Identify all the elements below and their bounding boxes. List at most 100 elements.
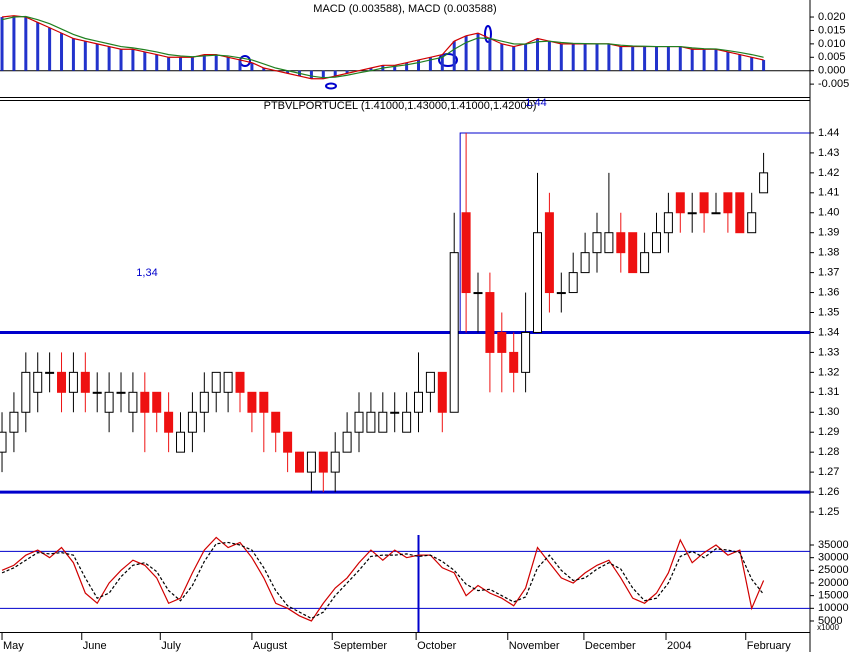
histogram-bar — [654, 46, 658, 71]
candle-body — [152, 391, 162, 413]
annotation: 1,34 — [136, 267, 157, 279]
y-tick-label: 0.010 — [818, 38, 846, 50]
y-tick-label: 0.005 — [818, 51, 846, 63]
y-tick-label: 0.000 — [818, 65, 846, 77]
histogram-bar — [643, 46, 647, 71]
histogram-bar — [500, 43, 504, 71]
candle-body — [663, 212, 673, 234]
histogram-bar — [714, 49, 718, 71]
histogram-bar — [48, 27, 52, 71]
histogram-bar — [0, 17, 4, 71]
histogram-bar — [12, 15, 16, 71]
histogram-bar — [417, 59, 421, 71]
candle-body — [199, 391, 209, 413]
candle-body — [164, 411, 174, 433]
annotation: 1.44 — [525, 97, 546, 109]
candle-body — [235, 371, 245, 393]
histogram-bar — [547, 41, 551, 71]
candle-body — [640, 252, 650, 274]
highlight — [484, 25, 492, 43]
candle-body — [723, 192, 733, 214]
candle-body — [33, 371, 43, 393]
y-tick-label: 1.39 — [818, 227, 839, 239]
candle-body — [378, 411, 388, 433]
candle-body — [604, 232, 614, 254]
candle-body — [735, 192, 745, 234]
y-tick-label: 25000 — [818, 564, 849, 576]
histogram-bar — [571, 43, 575, 71]
y-tick-label: 1.32 — [818, 366, 839, 378]
histogram-bar — [345, 70, 349, 74]
candle-body — [521, 331, 531, 373]
histogram-bar — [726, 51, 730, 71]
candle-body — [104, 391, 114, 413]
y-tick-label: -0.005 — [818, 78, 849, 90]
y-tick-label: 1.28 — [818, 446, 839, 458]
high-line — [459, 132, 810, 333]
histogram-bar — [333, 70, 337, 77]
y-tick-label: 1.38 — [818, 247, 839, 259]
histogram-bar — [167, 57, 171, 71]
y-tick-label: 15000 — [818, 590, 849, 602]
x-tick-label: July — [161, 640, 181, 652]
histogram-bar — [690, 49, 694, 71]
y-tick-label: 1.34 — [818, 326, 839, 338]
y-tick-label: 1.31 — [818, 386, 839, 398]
histogram-bar — [631, 46, 635, 71]
series-line — [1, 541, 765, 620]
series-line — [1, 536, 765, 622]
highlight — [325, 82, 337, 90]
histogram-bar — [155, 54, 159, 71]
histogram-bar — [762, 59, 766, 71]
candle-body — [699, 192, 709, 214]
candle-body — [759, 172, 769, 194]
histogram-bar — [476, 33, 480, 71]
histogram-bar — [60, 33, 64, 71]
candle-body — [259, 391, 269, 413]
histogram-bar — [750, 57, 754, 71]
x-tick-label: 2004 — [667, 640, 691, 652]
candle-body — [544, 212, 554, 294]
histogram-bar — [536, 38, 540, 71]
histogram-bar — [107, 46, 111, 71]
histogram-bar — [286, 70, 290, 74]
candle-body — [425, 371, 435, 393]
candle-body — [342, 431, 352, 453]
candle-body — [747, 212, 757, 234]
candle-body — [592, 232, 602, 254]
histogram-bar — [214, 54, 218, 71]
y-tick-label: 1.44 — [818, 127, 839, 139]
histogram-bar — [559, 43, 563, 71]
y-tick-label: 1.26 — [818, 486, 839, 498]
candle-body — [330, 451, 340, 473]
y-tick-label: 0.020 — [818, 11, 846, 23]
histogram-bar — [83, 41, 87, 71]
candle-body — [271, 411, 281, 433]
unit-label: x1000 — [817, 623, 839, 632]
candle-body — [366, 411, 376, 433]
histogram-bar — [250, 62, 254, 71]
candle-body — [247, 391, 257, 413]
y-tick-label: 30000 — [818, 552, 849, 564]
histogram-bar — [619, 46, 623, 71]
candle-body — [116, 391, 126, 394]
x-tick-label: December — [585, 640, 636, 652]
histogram-bar — [119, 49, 123, 71]
histogram-bar — [95, 43, 99, 71]
macd-title: MACD (0.003588), MACD (0.003588) — [313, 3, 496, 15]
candle-body — [687, 212, 697, 215]
y-tick-label: 1.36 — [818, 286, 839, 298]
histogram-bar — [226, 57, 230, 71]
candle-body — [68, 371, 78, 393]
x-tick-label: September — [333, 640, 387, 652]
candle-body — [449, 252, 459, 413]
histogram-bar — [71, 38, 75, 71]
histogram-bar — [24, 17, 28, 71]
candle-body — [80, 371, 90, 393]
y-tick-label: 20000 — [818, 577, 849, 589]
candle-body — [390, 411, 400, 414]
y-tick-label: 1.27 — [818, 466, 839, 478]
histogram-bar — [190, 57, 194, 71]
histogram-bar — [262, 68, 266, 71]
